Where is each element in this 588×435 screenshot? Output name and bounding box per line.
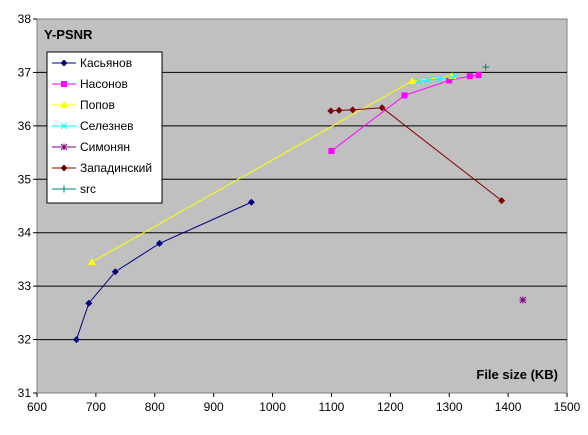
chart-title: Y-PSNR [44, 27, 93, 42]
y-tick-label: 37 [18, 65, 32, 79]
legend-marker [60, 143, 68, 151]
legend-label: Западинский [80, 161, 152, 175]
legend-marker [60, 59, 68, 67]
legend-marker [60, 101, 68, 108]
data-point [378, 104, 386, 112]
data-point [349, 106, 357, 114]
x-tick-label: 1400 [495, 400, 522, 414]
data-point [328, 147, 335, 154]
data-point [327, 107, 335, 115]
axis-ticks: 31 32 33 34 35 36 37 38 600 700 800 900 1000 1100 1200… [18, 12, 581, 414]
data-point [87, 258, 96, 266]
data-point [482, 63, 490, 71]
x-tick-label: 1000 [259, 400, 286, 414]
x-tick-label: 1500 [554, 400, 581, 414]
legend-marker [60, 164, 68, 172]
marker-stroke [435, 75, 443, 83]
legend-entry: Насонов [52, 77, 128, 91]
x-tick-label: 900 [204, 400, 224, 414]
series-1 [328, 72, 482, 154]
data-point [401, 92, 408, 99]
legend-entry: Симонян [52, 140, 130, 154]
legend-entry: src [52, 182, 96, 196]
y-tick-label: 36 [18, 119, 32, 133]
marker-stroke [60, 122, 68, 130]
series-4 [519, 296, 527, 304]
data-point [435, 75, 443, 83]
data-point [408, 76, 417, 84]
series-0 [72, 198, 255, 344]
data-point [466, 73, 473, 80]
marker-stroke [424, 76, 432, 84]
data-point [519, 296, 527, 304]
legend: Касьянов Насонов Попов Селезнев Симонян Запад… [46, 51, 163, 204]
legend-entry: Селезнев [52, 119, 134, 133]
y-tick-label: 33 [18, 279, 32, 293]
data-point [451, 72, 459, 80]
data-point [85, 299, 93, 307]
data-point [446, 77, 453, 84]
legend-entry: Попов [52, 98, 115, 112]
series-5 [327, 104, 506, 205]
legend-marker [60, 185, 68, 193]
legend-label: src [80, 182, 96, 196]
x-tick-label: 800 [145, 400, 165, 414]
x-tick-label: 1100 [319, 400, 345, 414]
y-tick-label: 38 [18, 12, 32, 26]
data-point [335, 106, 343, 114]
legend-marker [60, 122, 68, 130]
series-layer [72, 63, 527, 344]
legend-label: Селезнев [80, 119, 134, 133]
y-tick-label: 34 [18, 226, 32, 240]
data-point [155, 239, 163, 247]
x-tick-label: 600 [27, 400, 47, 414]
legend-label: Касьянов [80, 56, 132, 70]
data-point [111, 268, 119, 276]
x-tick-label: 1200 [377, 400, 404, 414]
y-tick-label: 35 [18, 172, 32, 186]
data-point [424, 76, 432, 84]
legend-label: Попов [80, 98, 115, 112]
series-3 [415, 72, 459, 85]
legend-entry: Западинский [52, 161, 152, 175]
data-point [247, 198, 255, 206]
y-tick-label: 32 [18, 333, 32, 347]
data-point [72, 336, 80, 344]
series-6 [482, 63, 490, 71]
x-axis-label: File size (KB) [476, 367, 558, 382]
legend-entry: Касьянов [52, 56, 132, 70]
x-tick-label: 700 [86, 400, 106, 414]
data-point [475, 72, 482, 79]
x-tick-label: 1300 [436, 400, 463, 414]
legend-marker [61, 81, 67, 87]
data-point [415, 78, 422, 85]
marker-stroke [415, 78, 422, 85]
data-point [498, 197, 506, 205]
legend-label: Симонян [80, 140, 130, 154]
y-tick-label: 31 [18, 386, 32, 400]
marker-stroke [451, 72, 459, 80]
series-line [418, 75, 456, 83]
legend-label: Насонов [80, 77, 128, 91]
